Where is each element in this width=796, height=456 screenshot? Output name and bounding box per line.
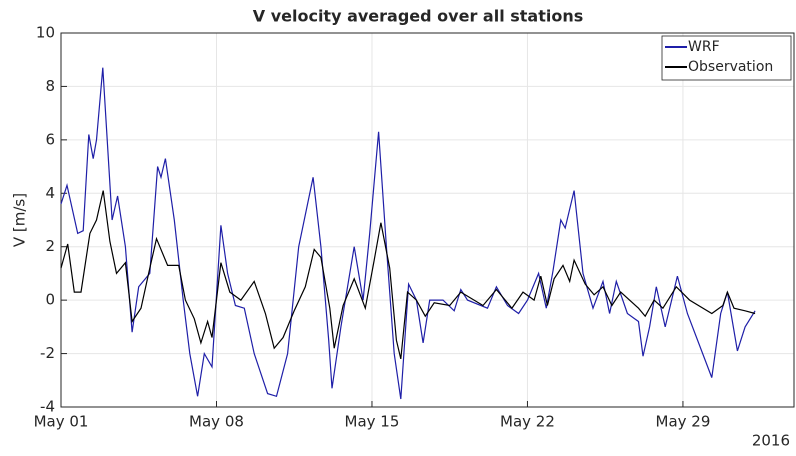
y-tick-label: -4 (40, 398, 55, 416)
x-tick-label: May 22 (500, 413, 555, 431)
y-tick-label: 10 (36, 24, 55, 42)
x-tick-label: May 08 (189, 413, 244, 431)
chart-title: V velocity averaged over all stations (253, 7, 584, 26)
y-axis-label: V [m/s] (11, 193, 29, 247)
legend-box (661, 35, 792, 81)
year-label: 2016 (752, 432, 790, 450)
y-tick-label: 8 (45, 77, 55, 95)
y-tick-label: 2 (45, 237, 55, 255)
plot-area (61, 33, 794, 407)
x-tick-label: May 29 (656, 413, 711, 431)
series-line (60, 190, 756, 360)
legend-label: Observation (688, 59, 773, 75)
series-line (60, 67, 756, 400)
x-tick-label: May 15 (345, 413, 400, 431)
plot-frame (60, 32, 795, 408)
y-tick-label: -2 (40, 344, 55, 362)
x-tick-label: May 01 (34, 413, 89, 431)
legend-label: WRF (688, 39, 720, 55)
y-tick-label: 4 (45, 184, 55, 202)
y-tick-label: 0 (45, 291, 55, 309)
y-tick-label: 6 (45, 130, 55, 148)
